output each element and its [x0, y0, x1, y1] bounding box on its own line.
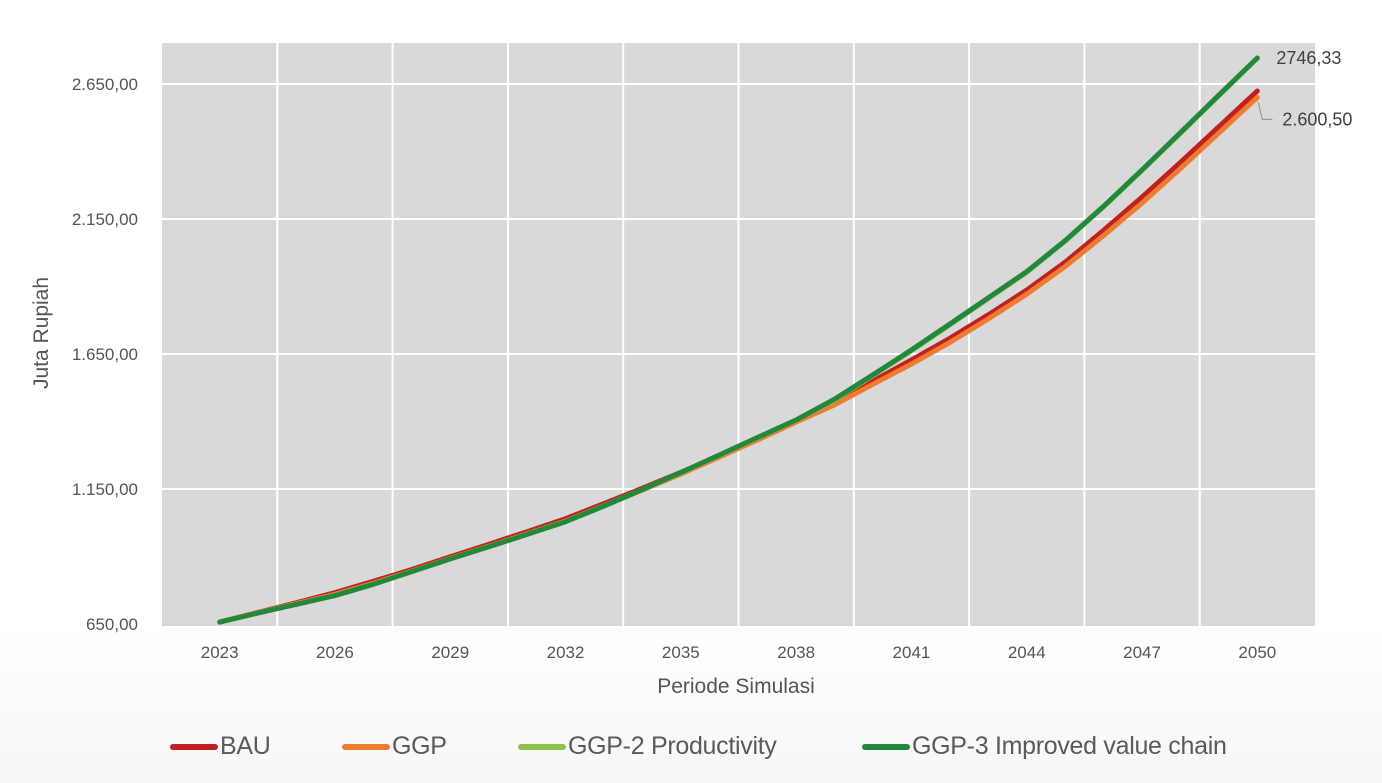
x-tick-label: 2044: [1008, 643, 1046, 662]
legend-item-ggp-3[interactable]: GGP-3 Improved value chain: [862, 732, 1227, 761]
x-axis-title: Periode Simulasi: [657, 675, 815, 698]
x-tick-label: 2023: [201, 643, 239, 662]
y-tick-label: 2.150,00: [72, 210, 138, 229]
series-lines: [217, 55, 1260, 625]
x-tick-label: 2050: [1238, 643, 1276, 662]
legend-label: GGP-3 Improved value chain: [912, 732, 1227, 760]
gridlines: [162, 43, 1315, 626]
x-tick-label: 2026: [316, 643, 354, 662]
legend-item-ggp-2[interactable]: GGP-2 Productivity: [518, 732, 777, 761]
data-label: 2746,33: [1276, 48, 1341, 68]
x-tick-label: 2038: [777, 643, 815, 662]
y-tick-label: 2.650,00: [72, 75, 138, 94]
y-tick-label: 650,00: [86, 615, 138, 634]
legend-item-bau[interactable]: BAU: [170, 732, 271, 761]
legend-label: GGP: [392, 732, 447, 760]
legend-swatch: [518, 743, 566, 750]
data-labels: 2746,33 2.600,50: [1257, 48, 1352, 129]
x-tick-label: 2029: [431, 643, 469, 662]
leader-line: [1257, 102, 1273, 120]
x-tick-label: 2032: [547, 643, 585, 662]
y-axis-title: Juta Rupiah: [30, 277, 53, 389]
x-tick-label: 2041: [893, 643, 931, 662]
x-tick-label: 2035: [662, 643, 700, 662]
data-label: 2.600,50: [1282, 109, 1352, 129]
legend-label: BAU: [220, 732, 271, 760]
legend-item-ggp[interactable]: GGP: [342, 732, 447, 761]
series-line-ggp-3-improved-value-chain: [217, 55, 1260, 625]
x-tick-label: 2047: [1123, 643, 1161, 662]
x-axis-ticks: 2023 2026 2029 2032 2035 2038 2041 2044 2047 2050: [201, 643, 1277, 662]
y-axis-ticks: 650,00 1.150,00 1.650,00 2.150,00 2.650,00: [72, 75, 138, 634]
legend-label: GGP-2 Productivity: [568, 732, 777, 760]
y-tick-label: 1.150,00: [72, 480, 138, 499]
legend-swatch: [170, 743, 218, 750]
legend-swatch: [342, 743, 390, 750]
y-tick-label: 1.650,00: [72, 345, 138, 364]
legend-swatch: [862, 743, 910, 750]
